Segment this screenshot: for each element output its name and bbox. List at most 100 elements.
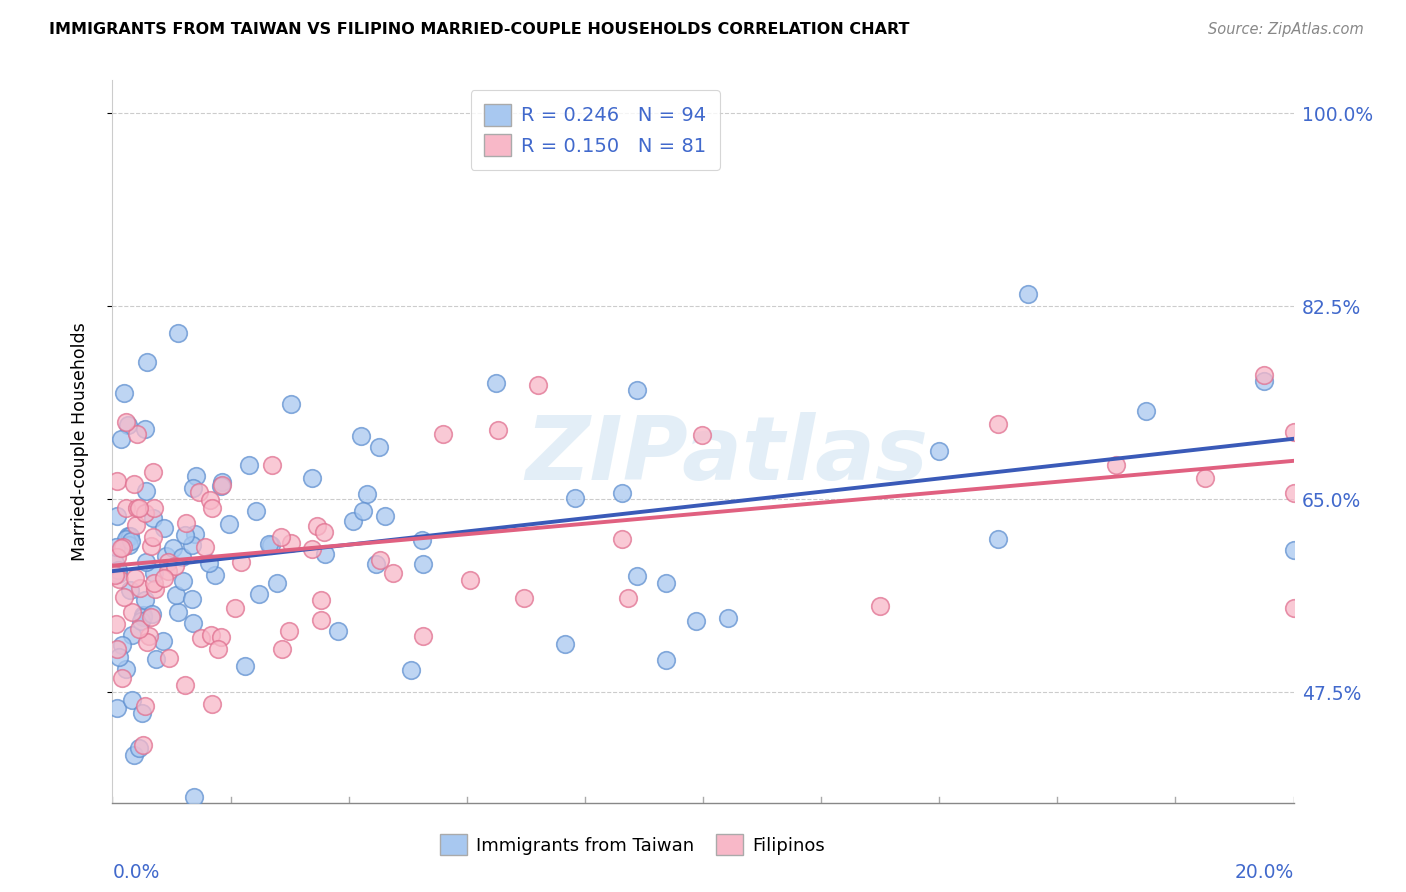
Point	[131, 706, 153, 721]
Point	[129, 614, 152, 628]
Point	[1017, 286, 1039, 301]
Point	[247, 587, 270, 601]
Point	[124, 570, 146, 584]
Point	[156, 555, 179, 569]
Point	[399, 664, 422, 678]
Point	[172, 574, 194, 589]
Point	[1282, 425, 1305, 440]
Point	[527, 378, 550, 392]
Point	[181, 592, 204, 607]
Point	[314, 547, 336, 561]
Point	[108, 649, 131, 664]
Point	[928, 444, 950, 458]
Point	[184, 527, 207, 541]
Point	[987, 417, 1010, 432]
Point	[153, 520, 176, 534]
Point	[309, 592, 332, 607]
Point	[260, 458, 283, 473]
Point	[374, 509, 396, 524]
Point	[987, 532, 1010, 546]
Point	[128, 741, 150, 756]
Point	[157, 564, 180, 578]
Point	[356, 486, 378, 500]
Point	[612, 532, 634, 546]
Point	[174, 678, 197, 692]
Point	[111, 671, 134, 685]
Point	[125, 501, 148, 516]
Point	[114, 532, 136, 546]
Point	[350, 429, 373, 443]
Point	[118, 538, 141, 552]
Point	[869, 599, 891, 613]
Point	[486, 423, 509, 437]
Y-axis label: Married-couple Households: Married-couple Households	[70, 322, 89, 561]
Point	[200, 628, 222, 642]
Point	[218, 517, 240, 532]
Point	[110, 638, 132, 652]
Point	[183, 790, 205, 805]
Point	[188, 484, 211, 499]
Point	[105, 701, 128, 715]
Point	[152, 634, 174, 648]
Point	[117, 418, 139, 433]
Point	[166, 326, 188, 340]
Point	[626, 383, 648, 397]
Point	[238, 458, 260, 472]
Point	[1105, 458, 1128, 472]
Point	[104, 567, 127, 582]
Point	[1282, 601, 1305, 615]
Point	[271, 642, 294, 657]
Point	[211, 475, 233, 489]
Point	[432, 427, 454, 442]
Point	[165, 588, 187, 602]
Point	[135, 555, 157, 569]
Text: ZIPatlas: ZIPatlas	[524, 412, 928, 500]
Point	[412, 629, 434, 643]
Point	[121, 606, 143, 620]
Point	[108, 572, 131, 586]
Point	[610, 485, 633, 500]
Point	[266, 575, 288, 590]
Point	[115, 662, 138, 676]
Point	[352, 503, 374, 517]
Point	[301, 541, 323, 556]
Point	[617, 591, 640, 605]
Point	[134, 506, 156, 520]
Point	[136, 355, 159, 369]
Point	[183, 615, 205, 630]
Point	[134, 698, 156, 713]
Point	[170, 549, 193, 564]
Point	[181, 538, 204, 552]
Point	[174, 516, 197, 530]
Point	[204, 567, 226, 582]
Legend: Immigrants from Taiwan, Filipinos: Immigrants from Taiwan, Filipinos	[433, 827, 832, 863]
Point	[110, 541, 132, 555]
Point	[105, 550, 128, 565]
Point	[134, 422, 156, 436]
Point	[257, 537, 280, 551]
Point	[141, 539, 163, 553]
Point	[209, 479, 232, 493]
Point	[690, 428, 713, 442]
Point	[307, 519, 329, 533]
Point	[197, 556, 219, 570]
Point	[105, 616, 128, 631]
Point	[142, 511, 165, 525]
Point	[485, 376, 508, 390]
Point	[104, 540, 127, 554]
Point	[270, 530, 292, 544]
Point	[364, 557, 387, 571]
Point	[301, 471, 323, 485]
Point	[277, 624, 299, 638]
Point	[112, 386, 135, 401]
Point	[211, 477, 233, 491]
Point	[117, 528, 139, 542]
Point	[153, 571, 176, 585]
Point	[120, 529, 142, 543]
Point	[328, 624, 350, 639]
Text: Source: ZipAtlas.com: Source: ZipAtlas.com	[1208, 22, 1364, 37]
Point	[121, 693, 143, 707]
Point	[143, 582, 166, 596]
Text: IMMIGRANTS FROM TAIWAN VS FILIPINO MARRIED-COUPLE HOUSEHOLDS CORRELATION CHART: IMMIGRANTS FROM TAIWAN VS FILIPINO MARRI…	[49, 22, 910, 37]
Point	[127, 426, 149, 441]
